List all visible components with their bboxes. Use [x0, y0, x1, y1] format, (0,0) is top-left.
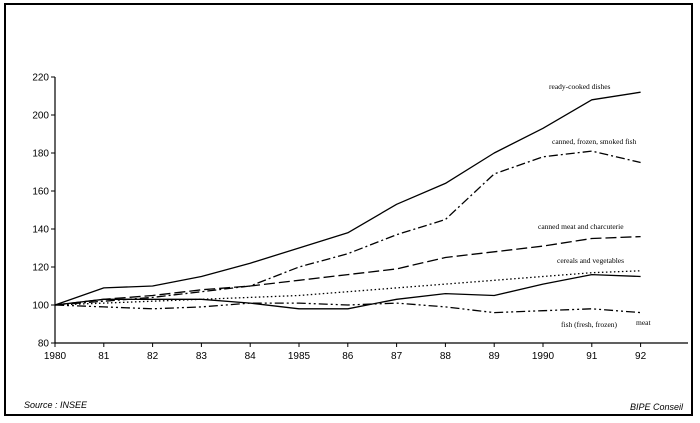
y-tick-label: 220 [32, 73, 49, 84]
series-label-5: meat [636, 318, 651, 327]
y-tick-label: 100 [32, 301, 49, 312]
x-tick-label: 82 [147, 351, 159, 362]
y-tick-label: 120 [32, 263, 49, 274]
source-note: Source : INSEE [24, 400, 88, 410]
chart-frame [4, 3, 693, 416]
series-label-3: cereals and vegetables [557, 256, 624, 265]
x-tick-label: 88 [440, 351, 452, 362]
x-tick-label: 1990 [532, 351, 555, 362]
series-line-3 [54, 270, 641, 306]
series-line-2 [54, 235, 641, 306]
y-tick-label: 200 [32, 111, 49, 122]
x-tick-label: 89 [489, 351, 501, 362]
x-tick-label: 87 [391, 351, 403, 362]
series-label-0: ready-cooked dishes [549, 82, 611, 91]
series-label-2: canned meat and charcuterie [538, 222, 624, 231]
y-tick-label: 180 [32, 149, 49, 160]
y-tick-label: 140 [32, 225, 49, 236]
y-tick-label: 160 [32, 187, 49, 198]
x-tick-label: 91 [586, 351, 598, 362]
y-tick-label: 80 [38, 339, 50, 350]
series-label-1: canned, frozen, smoked fish [552, 137, 637, 146]
series-label-4: fish (fresh, frozen) [561, 320, 618, 329]
x-tick-label: 1980 [44, 351, 67, 362]
x-tick-label: 83 [196, 351, 208, 362]
x-tick-label: 81 [98, 351, 110, 362]
series-line-1 [54, 150, 641, 306]
x-tick-label: 86 [342, 351, 354, 362]
series-line-0 [54, 91, 641, 306]
x-tick-label: 92 [635, 351, 647, 362]
series-line-4 [54, 273, 641, 310]
series-line-5 [54, 302, 641, 314]
credit-note: BIPE Conseil [630, 402, 684, 412]
x-tick-label: 84 [245, 351, 257, 362]
x-tick-label: 1985 [288, 351, 311, 362]
